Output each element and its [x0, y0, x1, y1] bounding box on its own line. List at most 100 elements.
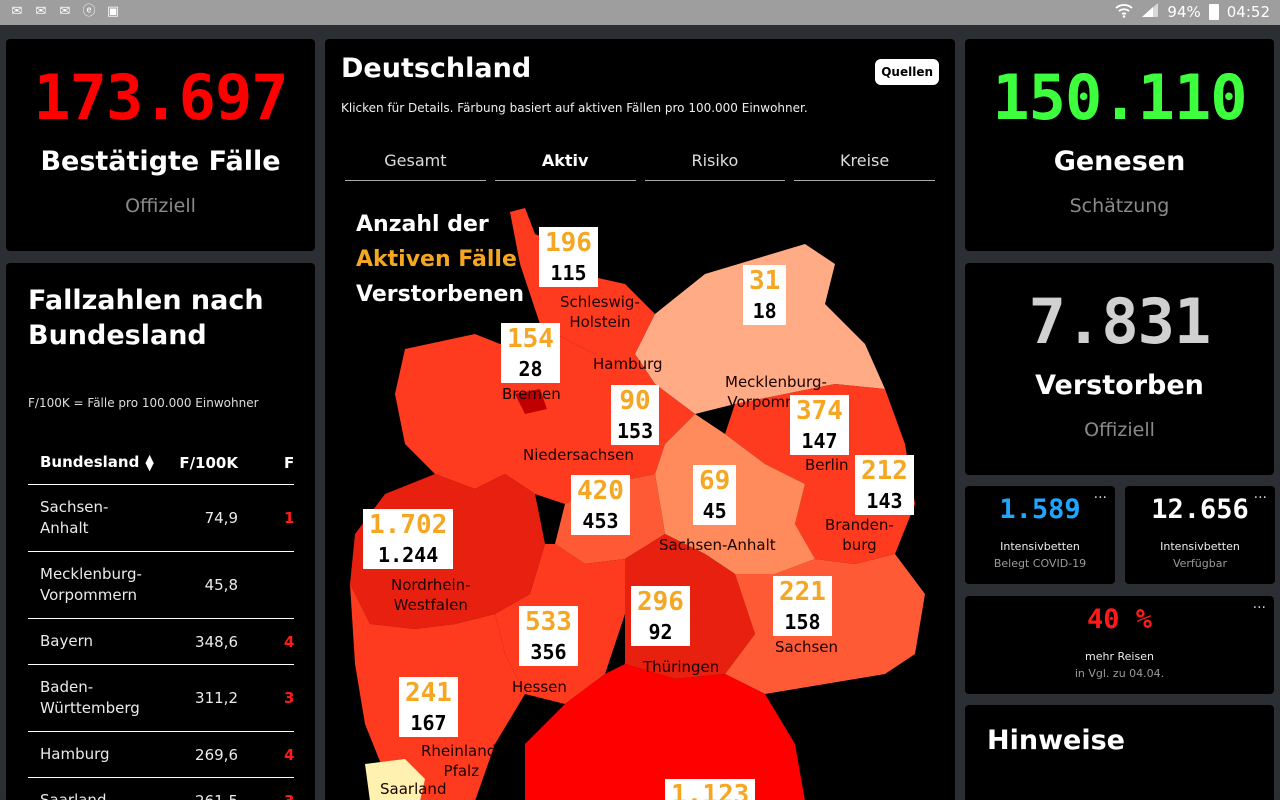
deaths-count: 153 [617, 419, 654, 443]
active-cases-count: 241 [405, 678, 452, 708]
tab-kreise[interactable]: Kreise [794, 151, 935, 181]
recovered-value: 150.110 [992, 61, 1247, 134]
active-cases-count: 154 [507, 324, 554, 354]
active-cases-count: 420 [577, 476, 624, 506]
cell-f100k: 45,8 [204, 576, 238, 594]
deaths-value: 7.831 [1028, 285, 1212, 358]
battery-percent: 94% [1167, 3, 1201, 21]
state-count-label[interactable]: 212 143 [855, 455, 914, 515]
icu-occupied-sublabel: Belegt COVID-19 [993, 557, 1087, 570]
deaths-card[interactable]: 7.831 Verstorben Offiziell [965, 263, 1274, 475]
state-region-mecklenburg-vorpommern[interactable] [635, 244, 885, 414]
more-options-icon[interactable]: ··· [1093, 490, 1107, 506]
state-count-label[interactable]: 196 115 [539, 227, 598, 287]
map-subtitle: Klicken für Details. Färbung basiert auf… [341, 101, 808, 115]
state-count-label[interactable]: 31 18 [743, 265, 787, 325]
state-name-rheinland-pfalz: Rheinland- Pfalz [421, 742, 502, 780]
legend-line1: Anzahl der [356, 212, 489, 237]
active-cases-count: 1.702 [369, 510, 448, 540]
table-row[interactable]: Mecklenburg- Vorpommern 45,8 [28, 552, 294, 619]
wifi-icon [1115, 2, 1134, 22]
state-count-label[interactable]: 154 28 [501, 323, 560, 383]
state-region-niedersachsen[interactable] [395, 324, 695, 504]
state-name-berlin: Berlin [805, 456, 849, 474]
cell-faelle: 4 [284, 745, 294, 764]
battery-icon [1208, 4, 1219, 20]
state-count-label[interactable]: 69 45 [693, 465, 737, 525]
cell-faelle: 45 [284, 632, 294, 651]
state-region-bremen[interactable] [515, 389, 547, 414]
state-count-label[interactable]: 374 147 [790, 395, 849, 455]
cell-faelle: 34 [284, 689, 294, 707]
cell-bundesland: Baden- Württemberg [28, 677, 168, 719]
state-name-thueringen: Thüringen [643, 658, 720, 676]
active-cases-count: 69 [699, 466, 731, 496]
table-row[interactable]: Hamburg 269,6 4 [28, 732, 294, 778]
column-header-f100k[interactable]: F/100K [179, 453, 238, 472]
sort-icon[interactable]: ▲ ▼ [145, 451, 154, 473]
tab-aktiv[interactable]: Aktiv [494, 151, 636, 181]
state-table: Bundesland ▲▼ F/100K Fälle Sachsen- Anhalt… [28, 441, 294, 800]
icu-available-sublabel: Verfügbar [1172, 557, 1228, 570]
table-row[interactable]: Sachsen- Anhalt 74,9 1 [28, 485, 294, 552]
state-region-bayern[interactable] [525, 664, 805, 800]
sources-button[interactable]: Quellen [875, 59, 939, 85]
germany-map-card: Deutschland Quellen Klicken für Details.… [325, 39, 955, 800]
cell-bundesland-line1: Mecklenburg- [40, 565, 142, 583]
app-e-icon: ⓔ [82, 4, 96, 19]
deaths-count: 147 [801, 429, 838, 453]
cell-bundesland-line2: Vorpommern [40, 586, 138, 604]
cell-bundesland: Saarland [28, 790, 168, 800]
state-name-hamburg: Hamburg [593, 355, 663, 373]
mail-notification-icon: ✉ [11, 4, 23, 19]
state-count-label[interactable]: 420 453 [571, 475, 630, 535]
state-region-hamburg[interactable] [605, 349, 630, 369]
state-count-label[interactable]: 241 167 [399, 677, 458, 737]
notes-title: Hinweise [987, 725, 1125, 756]
cell-bundesland: Mecklenburg- Vorpommern [28, 564, 168, 606]
table-row[interactable]: Bayern 348,6 45 [28, 619, 294, 665]
cell-bundesland-line2: Anhalt [40, 519, 89, 537]
column-header-faelle[interactable]: Fälle [284, 453, 294, 472]
state-count-label[interactable]: 533 356 [519, 606, 578, 666]
state-region-brandenburg[interactable] [725, 384, 915, 564]
deaths-count: 1.244 [378, 543, 439, 567]
recovered-card[interactable]: 150.110 Genesen Schätzung [965, 39, 1274, 251]
state-region-saarland[interactable] [365, 759, 425, 800]
confirmed-cases-source: Offiziell [125, 195, 196, 217]
cell-f100k: 311,2 [195, 689, 238, 707]
active-cases-count: 296 [637, 587, 684, 617]
state-name-nordrhein-westfalen: Nordrhein- Westfalen [391, 576, 471, 614]
more-options-icon[interactable]: ··· [1253, 490, 1267, 506]
android-status-bar: ✉ ✉ ✉ ⓔ ▣ 94% 04:52 [0, 0, 1280, 25]
cell-bundesland-line1: Hamburg [40, 745, 110, 763]
tab-gesamt[interactable]: Gesamt [345, 151, 486, 181]
legend-deaths: Verstorbenen [356, 282, 525, 307]
state-count-label[interactable]: 296 92 [631, 586, 690, 646]
state-count-label[interactable]: 90 153 [611, 385, 660, 445]
deaths-count: 115 [550, 261, 587, 285]
icu-available-label: Intensivbetten [1160, 540, 1240, 553]
active-cases-count: 90 [619, 386, 651, 416]
more-options-icon[interactable]: ··· [1252, 600, 1266, 616]
state-name-hessen: Hessen [512, 678, 567, 696]
table-row[interactable]: Baden- Württemberg 311,2 34 [28, 665, 294, 732]
icu-occupied-card[interactable]: ··· 1.589 Intensivbetten Belegt COVID-19 [965, 486, 1115, 584]
deaths-count: 143 [866, 489, 903, 513]
table-note: F/100K = Fälle pro 100.000 Einwohner [28, 396, 259, 410]
active-cases-count: 212 [861, 456, 908, 486]
travel-card[interactable]: ··· 40 % mehr Reisen in Vgl. zu 04.04. [965, 596, 1274, 694]
confirmed-cases-card[interactable]: 173.697 Bestätigte Fälle Offiziell [6, 39, 315, 251]
icu-available-card[interactable]: ··· 12.656 Intensivbetten Verfügbar [1125, 486, 1275, 584]
tab-risiko[interactable]: Risiko [644, 151, 786, 181]
column-header-bundesland[interactable]: Bundesland ▲ ▼ [28, 452, 168, 473]
state-count-label[interactable]: 1.702 1.244 [363, 509, 454, 569]
table-title: Fallzahlen nach Bundesland [28, 283, 264, 353]
state-table-card: Fallzahlen nach Bundesland F/100K = Fäll… [6, 263, 315, 800]
state-count-label[interactable]: 221 158 [773, 576, 832, 636]
travel-label: mehr Reisen [1085, 650, 1154, 663]
table-row[interactable]: Saarland 261,53 [28, 778, 294, 800]
state-count-label[interactable]: 1.123 [665, 779, 756, 800]
cell-bundesland: Bayern [28, 631, 168, 652]
icu-available-value: 12.656 [1151, 494, 1249, 525]
